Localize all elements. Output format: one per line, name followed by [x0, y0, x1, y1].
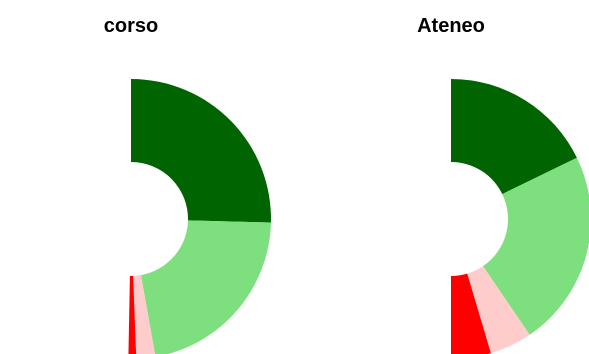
donut-slice-corso-1: [140, 220, 271, 354]
donut-slice-ateneo-1: [483, 157, 589, 335]
chart-title-corso: corso: [103, 15, 159, 37]
donut-slice-ateneo-0: [451, 79, 577, 195]
donut-slice-ateneo-2: [467, 266, 530, 354]
chart-title-ateneo: Ateneo: [417, 15, 485, 37]
donut-slice-corso-0: [131, 79, 271, 223]
donut-slice-ateneo-3: [451, 273, 491, 354]
donut-slice-corso-2: [133, 275, 155, 354]
donut-slice-corso-3: [128, 275, 137, 354]
